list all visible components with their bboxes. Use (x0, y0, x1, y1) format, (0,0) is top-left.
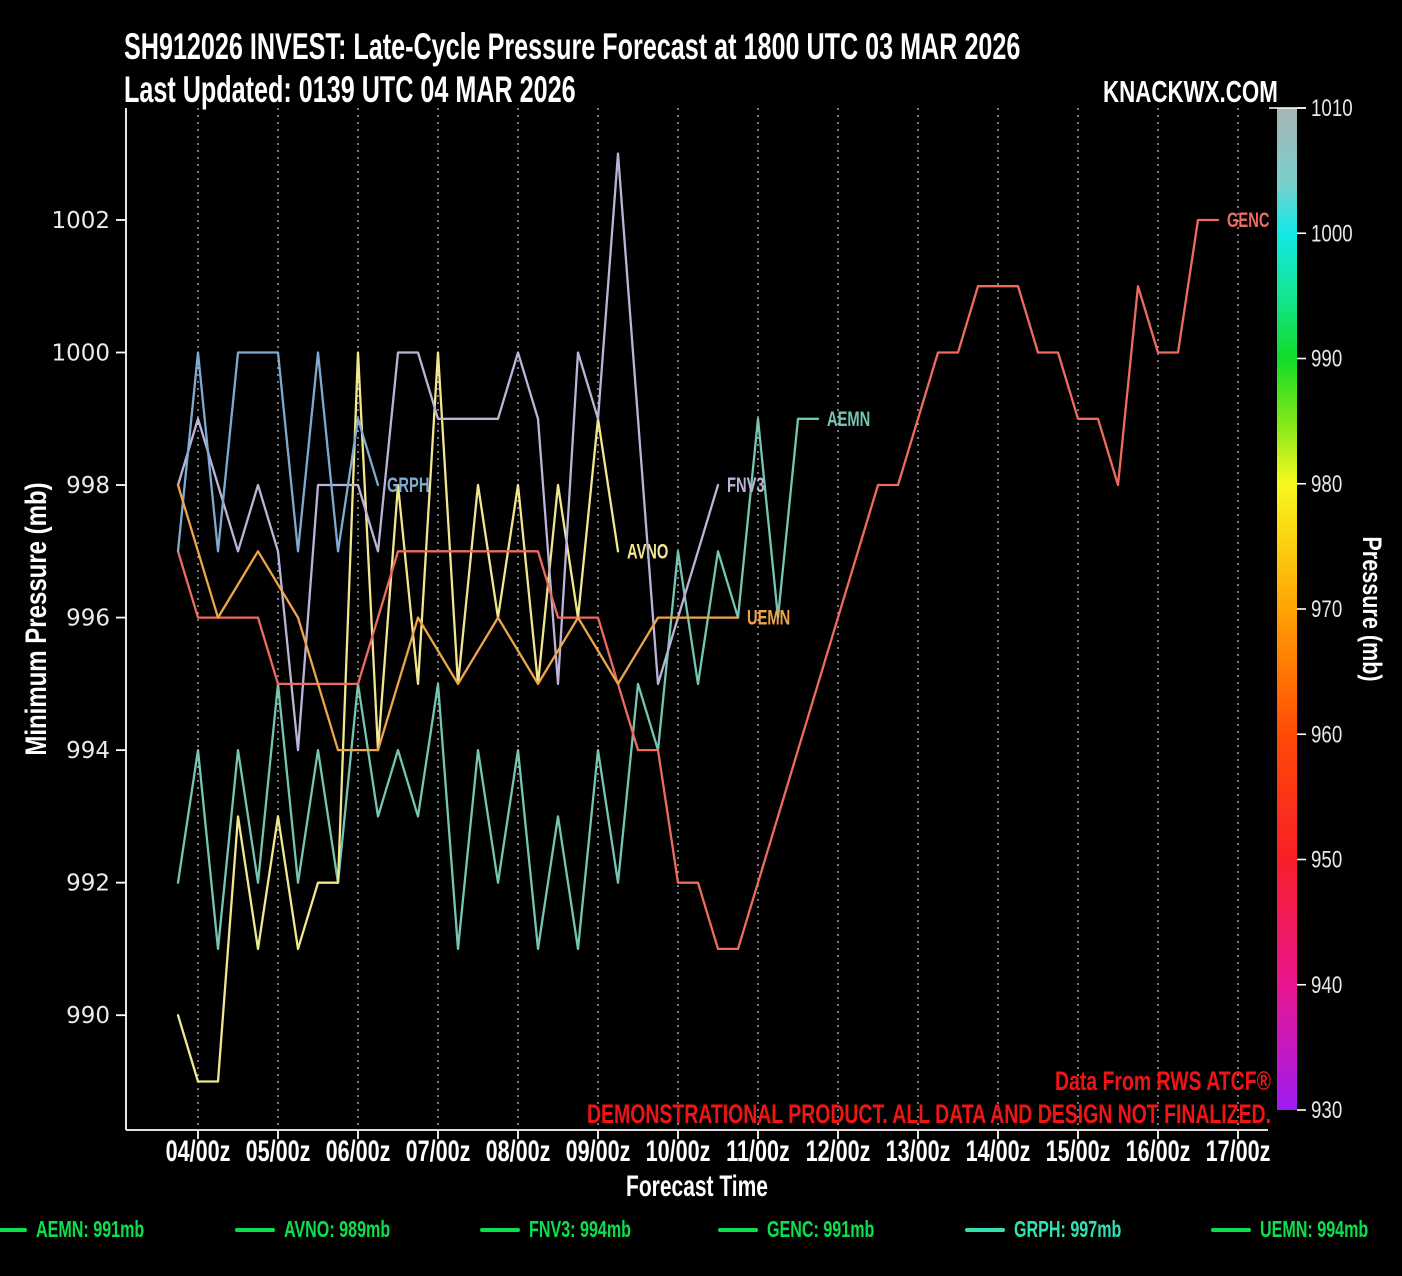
x-tick-label: 10/00z (646, 1133, 711, 1167)
series-line-AVNO (176, 351, 620, 1083)
x-tick-label: 08/00z (486, 1133, 551, 1167)
x-tick-label: 17/00z (1206, 1133, 1271, 1167)
colorbar-tick-label: 950 (1311, 846, 1342, 873)
x-tick-label: 12/00z (806, 1133, 871, 1167)
series-label-UEMN: UEMN (747, 606, 790, 629)
series-GRPH: GRPH (176, 351, 429, 553)
series-line-GENC (176, 218, 1220, 951)
colorbar-tick-label: 940 (1311, 972, 1342, 999)
series-GENC: GENC (176, 208, 1269, 951)
x-tick-label: 16/00z (1126, 1133, 1191, 1167)
page-subtitle-text: Last Updated: 0139 UTC 04 MAR 2026 (124, 69, 576, 110)
legend-label: GRPH: 997mb (1013, 1216, 1122, 1242)
y-axis-title-text: Minimum Pressure (mb) (18, 482, 52, 755)
y-tick-label: 990 (66, 1003, 110, 1029)
x-tick-label: 14/00z (966, 1133, 1031, 1167)
colorbar-gradient (1277, 108, 1297, 1110)
legend-label: GENC: 991mb (767, 1216, 875, 1242)
y-axis-title: Minimum Pressure (mb) (18, 482, 52, 755)
disclaimer-text: DEMONSTRATIONAL PRODUCT. ALL DATA AND DE… (587, 1099, 1271, 1129)
colorbar: 1010 1000 990 980 970 960 950 940 930 Pressure (m… (1269, 95, 1386, 1124)
legend-label: AVNO: 989mb (283, 1216, 391, 1242)
x-tick-label: 11/00z (726, 1133, 790, 1167)
series-line-GRPH (176, 351, 380, 553)
x-tick-label: 05/00z (246, 1133, 311, 1167)
legend-item-UEMN: UEMN: 994mb (1211, 1216, 1402, 1243)
series-AVNO: AVNO (176, 351, 668, 1083)
legend-label: AEMN: 991mb (36, 1216, 145, 1242)
legend-swatch (718, 1227, 759, 1232)
series-line-FNV3 (176, 152, 720, 752)
legend-item-GRPH: GRPH: 997mb (964, 1216, 1167, 1243)
y-tick-label: 994 (66, 738, 110, 764)
disclaimer: Data From RWS ATCF® DEMONSTRATIONAL PROD… (321, 1066, 1271, 1130)
legend-swatch (479, 1227, 520, 1232)
page-title-text: SH912026 INVEST: Late-Cycle Pressure For… (124, 26, 1021, 67)
colorbar-tick-label: 1010 (1311, 95, 1353, 122)
series-line-AEMN (176, 417, 820, 951)
x-tick-label: 15/00z (1046, 1133, 1111, 1167)
brand-watermark: KNACKWX.COM (1035, 74, 1278, 110)
series-label-GRPH: GRPH (387, 474, 429, 497)
series-group: AEMN AVNO FNV3 GENC GRPH UEMN (176, 152, 1269, 1083)
series-label-AEMN: AEMN (827, 407, 870, 430)
legend-label: FNV3: 994mb (528, 1216, 631, 1242)
y-tick-label: 998 (66, 473, 110, 499)
colorbar-tick-label: 970 (1311, 596, 1342, 623)
series-UEMN: UEMN (176, 483, 790, 752)
legend-item-AEMN: AEMN: 991mb (0, 1216, 191, 1243)
x-tick-label: 04/00z (166, 1133, 231, 1167)
disclaimer-source: Data From RWS ATCF® (1055, 1066, 1271, 1096)
colorbar-tick-label: 990 (1311, 345, 1342, 372)
colorbar-tick-label: 930 (1311, 1097, 1342, 1124)
x-tick-label: 09/00z (566, 1133, 631, 1167)
x-tick-label: 07/00z (406, 1133, 471, 1167)
page-title: SH912026 INVEST: Late-Cycle Pressure For… (124, 26, 1402, 68)
legend-item-FNV3: FNV3: 994mb (479, 1216, 675, 1243)
legend-item-GENC: GENC: 991mb (718, 1216, 920, 1243)
legend-swatch (1211, 1227, 1252, 1232)
x-tick-label: 06/00z (326, 1133, 391, 1167)
legend-swatch (964, 1227, 1005, 1232)
page-subtitle: Last Updated: 0139 UTC 04 MAR 2026 (124, 69, 788, 111)
x-tick-label: 13/00z (886, 1133, 951, 1167)
colorbar-tick-label: 980 (1311, 471, 1342, 498)
brand-text: KNACKWX.COM (1103, 74, 1278, 109)
x-axis-title: Forecast Time (626, 1171, 768, 1203)
y-tick-label: 1000 (51, 341, 110, 367)
series-line-UEMN (176, 483, 740, 752)
series-FNV3: FNV3 (176, 152, 765, 752)
y-tick-label: 996 (66, 606, 110, 632)
legend-swatch (0, 1227, 28, 1232)
colorbar-title: Pressure (mb) (1356, 536, 1386, 681)
legend-label: UEMN: 994mb (1260, 1216, 1369, 1242)
legend: AEMN: 991mb AVNO: 989mb FNV3: 994mb GENC: 9… (0, 1216, 1402, 1243)
series-label-GENC: GENC (1227, 208, 1269, 231)
colorbar-tick-label: 1000 (1311, 220, 1353, 247)
legend-swatch (234, 1227, 275, 1232)
legend-item-AVNO: AVNO: 989mb (234, 1216, 436, 1243)
colorbar-title-text: Pressure (mb) (1356, 536, 1386, 681)
x-gridlines: 04/00z 05/00z 06/00z 07/00z 08/00z 09/00z 10/0… (166, 108, 1271, 1168)
y-axis-ticks: 990 992 994 996 998 1000 1002 (51, 208, 126, 1029)
series-label-FNV3: FNV3 (727, 474, 765, 497)
y-tick-label: 992 (66, 871, 110, 897)
y-tick-label: 1002 (51, 208, 110, 234)
series-AEMN: AEMN (176, 407, 870, 951)
colorbar-tick-label: 960 (1311, 721, 1342, 748)
